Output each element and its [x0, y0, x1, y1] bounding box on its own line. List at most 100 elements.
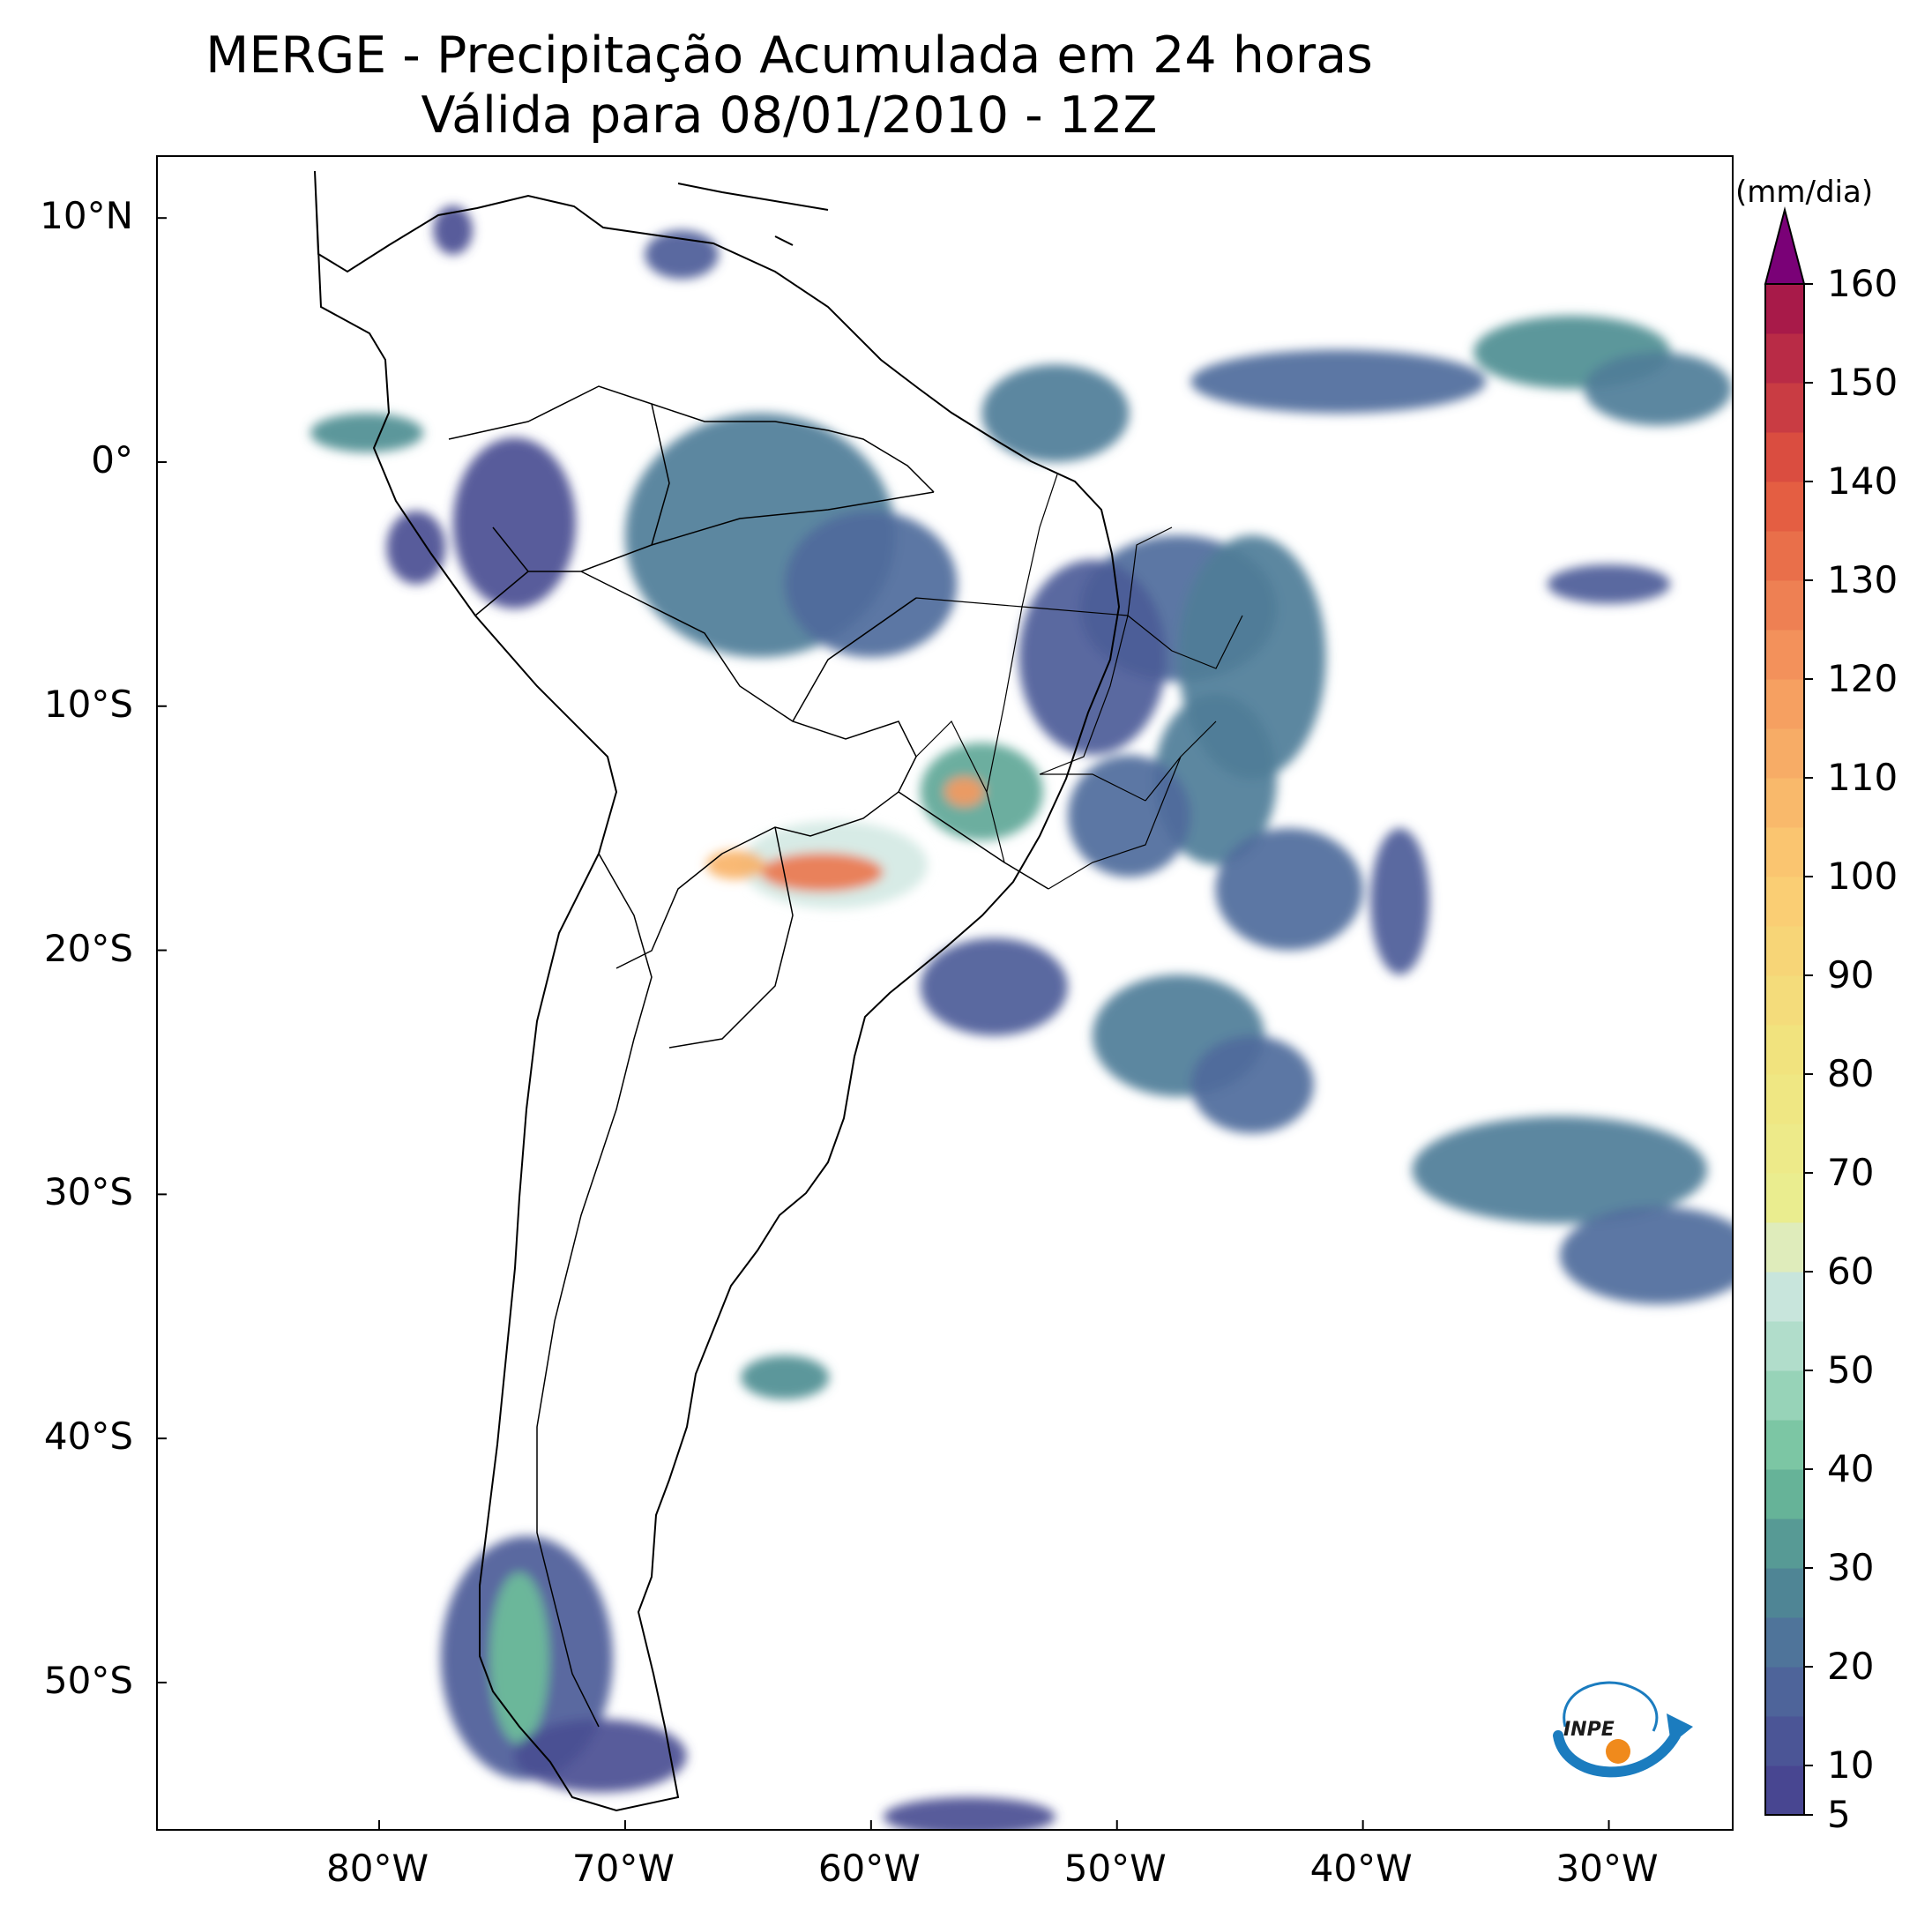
- colorbar-segment: [1765, 383, 1804, 433]
- lon-tick-label: 40°W: [1309, 1847, 1413, 1890]
- colorbar-tick-label: 80: [1827, 1052, 1875, 1095]
- colorbar-tick-label: 20: [1827, 1645, 1875, 1688]
- lon-tick-label: 50°W: [1063, 1847, 1167, 1890]
- colorbar-tick-label: 40: [1827, 1447, 1875, 1490]
- logo-text: INPE: [1563, 1719, 1615, 1741]
- colorbar-extend-arrow: [1764, 206, 1806, 285]
- colorbar-segment: [1765, 1123, 1804, 1174]
- colorbar-segment: [1765, 827, 1804, 877]
- precip-cell: [1215, 828, 1363, 951]
- colorbar-tick-label: 100: [1827, 855, 1898, 898]
- lon-tick-label: 30°W: [1555, 1847, 1659, 1890]
- colorbar-segment: [1765, 333, 1804, 384]
- colorbar-tick-label: 130: [1827, 558, 1898, 601]
- precip-cell: [1547, 564, 1671, 604]
- colorbar-segment: [1765, 1173, 1804, 1223]
- map-area[interactable]: [156, 155, 1734, 1831]
- colorbar-segment: [1765, 926, 1804, 976]
- precip-cell: [1370, 828, 1429, 975]
- precip-cell: [883, 1797, 1056, 1829]
- precip-cell: [1412, 1116, 1708, 1224]
- lat-tick-label: 0°: [91, 437, 133, 481]
- colorbar-segment: [1765, 1321, 1804, 1371]
- colorbar-segment: [1765, 432, 1804, 482]
- precip-cell: [1584, 352, 1732, 426]
- colorbar-tick-label: 120: [1827, 657, 1898, 700]
- precip-cell: [386, 511, 446, 585]
- colorbar-segment: [1765, 1716, 1804, 1766]
- colorbar-segment: [1765, 481, 1804, 532]
- colorbar-segment: [1765, 580, 1804, 631]
- precip-cell: [760, 852, 884, 892]
- colorbar-segment: [1765, 1469, 1804, 1519]
- lat-tick-label: 10°S: [43, 682, 133, 726]
- precip-cell: [741, 1355, 830, 1400]
- colorbar-segment: [1765, 1222, 1804, 1273]
- colorbar-segment: [1765, 975, 1804, 1026]
- colorbar-tick-label: 60: [1827, 1250, 1875, 1293]
- precip-cell: [785, 511, 958, 658]
- precip-cell: [310, 413, 424, 452]
- lat-tick-label: 20°S: [43, 926, 133, 970]
- precip-cell: [452, 437, 577, 609]
- lon-tick-label: 80°W: [326, 1847, 429, 1890]
- precip-cell: [1190, 1035, 1314, 1134]
- precip-cell: [1559, 1206, 1732, 1304]
- colorbar-outline: [1764, 283, 1805, 1816]
- colorbar-segment: [1765, 1519, 1804, 1569]
- colorbar: [1764, 206, 1813, 1816]
- coastline-layer: [314, 170, 1243, 1812]
- colorbar-segment: [1765, 1617, 1804, 1668]
- precip-cell: [1067, 755, 1191, 877]
- precip-cell: [489, 1572, 549, 1744]
- colorbar-tick-label: 30: [1827, 1546, 1875, 1589]
- colorbar-segment: [1765, 284, 1804, 334]
- precip-cell: [981, 364, 1130, 462]
- precip-cell: [1190, 349, 1487, 414]
- colorbar-segment: [1765, 728, 1804, 779]
- colorbar-tick-label: 110: [1827, 756, 1898, 799]
- precip-cell: [705, 850, 765, 880]
- colorbar-segment: [1765, 1765, 1804, 1816]
- brazil-state-borders: [827, 474, 1243, 890]
- precip-cell: [433, 205, 473, 255]
- lon-tick-label: 70°W: [571, 1847, 675, 1890]
- colorbar-segment: [1765, 1370, 1804, 1421]
- lat-tick-label: 50°S: [43, 1658, 133, 1702]
- precipitation-layer: [310, 205, 1732, 1829]
- colorbar-tick-label: 10: [1827, 1743, 1875, 1787]
- colorbar-segment: [1765, 1420, 1804, 1470]
- lat-tick-label: 10°N: [40, 194, 133, 238]
- map-canvas: [158, 170, 1732, 1829]
- inpe-logo-icon: INPE: [1553, 1681, 1693, 1778]
- map-subtitle: Válida para 08/01/2010 - 12Z: [421, 86, 1158, 145]
- colorbar-segment: [1765, 531, 1804, 581]
- colorbar-segment: [1765, 630, 1804, 680]
- colorbar-tick-label: 150: [1827, 361, 1898, 404]
- colorbar-tick-label: 50: [1827, 1348, 1875, 1392]
- precip-cell: [944, 777, 985, 807]
- colorbar-tick-label: 160: [1827, 262, 1898, 305]
- precip-cell: [920, 937, 1068, 1036]
- precip-cell: [645, 230, 719, 280]
- colorbar-tick-label: 90: [1827, 953, 1875, 997]
- map-title: MERGE - Precipitação Acumulada em 24 hor…: [205, 26, 1373, 85]
- colorbar-segment: [1765, 1568, 1804, 1618]
- colorbar-segment: [1765, 679, 1804, 729]
- colorbar-segment: [1765, 778, 1804, 828]
- precip-cell: [1018, 559, 1167, 756]
- cuba-hispaniola-coast: [677, 183, 829, 246]
- colorbar-segment: [1765, 877, 1804, 927]
- lat-tick-label: 40°S: [43, 1415, 133, 1459]
- colorbar-tick-label: 5: [1827, 1793, 1851, 1836]
- colorbar-segment: [1765, 1074, 1804, 1124]
- colorbar-segment: [1765, 1025, 1804, 1075]
- colorbar-unit: (mm/dia): [1735, 175, 1874, 210]
- lon-tick-label: 60°W: [817, 1847, 921, 1890]
- precip-cell: [514, 1719, 687, 1793]
- colorbar-tick-label: 140: [1827, 459, 1898, 503]
- lat-tick-label: 30°S: [43, 1170, 133, 1214]
- south-america-coastline: [314, 170, 1121, 1812]
- colorbar-segment: [1765, 1272, 1804, 1322]
- colorbar-tick-label: 70: [1827, 1151, 1875, 1194]
